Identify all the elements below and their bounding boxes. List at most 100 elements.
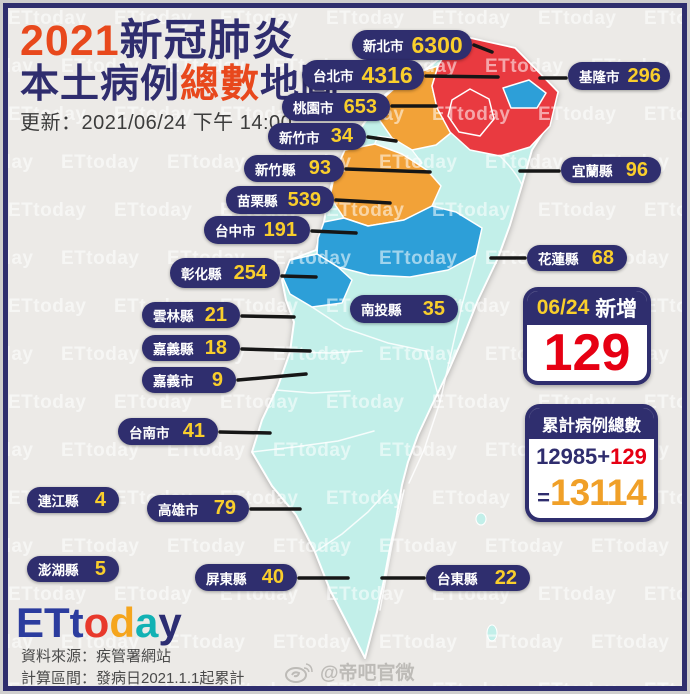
weibo-watermark: @帝吧官微 xyxy=(284,658,415,685)
update-timestamp: 更新：2021/06/24 下午 14:00 xyxy=(20,111,293,134)
region-pill: 新竹縣 93 xyxy=(244,155,344,182)
region-value: 93 xyxy=(308,157,331,179)
region-pill: 桃園市 653 xyxy=(282,93,390,121)
page-title-line1: 2021新冠肺炎 xyxy=(20,17,296,65)
region-name: 高雄市 xyxy=(158,502,199,518)
map-region-changhua xyxy=(282,253,353,308)
region-value: 21 xyxy=(204,303,227,326)
region-name: 雲林縣 xyxy=(153,309,194,324)
connector-lines xyxy=(218,43,568,580)
region-name: 嘉義市 xyxy=(153,374,194,389)
pill-connector-line xyxy=(218,430,272,435)
region-name: 彰化縣 xyxy=(181,267,222,282)
region-pill: 基隆市 296 xyxy=(568,62,670,90)
region-value: 653 xyxy=(343,95,377,118)
pill-connector-line xyxy=(344,167,432,174)
pill-connector-line xyxy=(236,372,308,382)
data-source-line: 資料來源：疾管署網站 xyxy=(21,648,172,665)
pill-connector-line xyxy=(310,229,358,235)
pill-connector-line xyxy=(366,135,398,143)
logo-letter: a xyxy=(134,599,159,646)
region-name: 基隆市 xyxy=(579,70,620,85)
region-name: 台東縣 xyxy=(437,572,478,587)
region-value: 191 xyxy=(263,218,297,241)
region-value: 22 xyxy=(494,566,517,589)
new-cases-label: 新增 xyxy=(595,298,638,321)
region-value: 68 xyxy=(591,246,614,269)
region-name: 嘉義縣 xyxy=(153,342,194,357)
region-value: 296 xyxy=(627,64,661,87)
weibo-handle: @帝吧官微 xyxy=(320,663,415,684)
cumulative-expression: 12985+129 xyxy=(536,443,647,469)
logo-letter: ETt xyxy=(16,599,84,646)
region-value: 96 xyxy=(625,158,648,181)
pill-connector-line xyxy=(334,198,392,205)
cumulative-total: =13114 xyxy=(537,471,647,513)
region-name: 屏東縣 xyxy=(206,571,247,587)
pill-connector-line xyxy=(280,274,318,279)
region-value: 9 xyxy=(211,368,223,391)
pill-connector-line xyxy=(472,43,494,54)
daily-new-cases-box: 06/24 新增 129 xyxy=(523,287,651,385)
map-county-boundaries xyxy=(251,155,523,611)
region-name: 台中市 xyxy=(215,224,256,239)
pill-connector-line xyxy=(240,347,312,353)
title-year: 2021 xyxy=(20,17,120,65)
map-island-orchid xyxy=(486,624,498,642)
pill-connector-line xyxy=(240,314,296,319)
calc-range-line: 計算區間：發病日2021.1.1起累計 xyxy=(21,669,245,687)
region-name: 苗栗縣 xyxy=(237,194,278,209)
region-pill: 屏東縣 40 xyxy=(195,564,297,591)
region-value: 254 xyxy=(233,261,267,284)
region-name: 連江縣 xyxy=(38,494,79,509)
region-pill: 新北市 6300 xyxy=(352,30,472,60)
region-value: 6300 xyxy=(411,31,463,58)
region-value: 4 xyxy=(94,488,106,511)
new-cases-value: 129 xyxy=(543,324,631,382)
region-name: 台南市 xyxy=(129,425,170,441)
region-pill: 花蓮縣 68 xyxy=(527,245,627,271)
region-value: 5 xyxy=(94,557,106,580)
region-value: 4316 xyxy=(361,61,413,88)
region-name: 南投縣 xyxy=(361,303,402,318)
region-value: 41 xyxy=(182,420,205,442)
region-name: 宜蘭縣 xyxy=(572,164,613,179)
region-value: 539 xyxy=(287,188,321,211)
region-pill: 台東縣 22 xyxy=(426,565,530,591)
region-pill: 苗栗縣 539 xyxy=(226,186,334,214)
region-pill: 台南市 41 xyxy=(118,418,218,445)
logo-letter: d xyxy=(109,599,135,646)
region-pill: 南投縣 35 xyxy=(350,295,458,323)
region-value: 34 xyxy=(330,125,353,147)
region-name: 花蓮縣 xyxy=(538,252,579,267)
daily-new-cases-header: 06/24 新增 xyxy=(527,291,647,325)
region-pill: 台北市 4316 xyxy=(302,60,424,90)
region-pill: 宜蘭縣 96 xyxy=(561,157,661,183)
source-block: 資料來源：疾管署網站 計算區間：發病日2021.1.1起累計 xyxy=(21,646,245,687)
region-name: 桃園市 xyxy=(293,101,334,116)
ettoday-logo: ETtoday xyxy=(16,602,182,644)
weibo-logo-icon xyxy=(285,662,313,683)
region-pill: 嘉義縣 18 xyxy=(142,335,240,361)
map-region-taipei xyxy=(447,88,495,137)
region-name: 台北市 xyxy=(313,69,354,84)
region-name: 澎湖縣 xyxy=(38,563,79,578)
region-pill: 雲林縣 21 xyxy=(142,302,240,328)
region-pill: 彰化縣 254 xyxy=(170,258,280,288)
region-pill: 台中市 191 xyxy=(204,216,310,244)
region-name: 新北市 xyxy=(363,39,404,54)
logo-letter: o xyxy=(83,599,110,646)
region-pill: 嘉義市 9 xyxy=(142,367,236,393)
region-value: 40 xyxy=(261,566,284,588)
region-pill: 澎湖縣 5 xyxy=(27,556,119,582)
new-cases-date: 06/24 xyxy=(536,296,590,319)
logo-letter: y xyxy=(158,599,182,646)
map-island-green xyxy=(475,512,487,526)
navy-frame: ETtoday ETtoday ETtoday ETtoday ETtoday ETtod… xyxy=(3,3,687,691)
map-region-keelung xyxy=(502,79,547,109)
cumulative-header: 累計病例總數 xyxy=(529,408,654,439)
title-block: 2021新冠肺炎 本土病例總數地圖 更新：2021/06/24 下午 14:00 xyxy=(20,18,340,134)
region-pill: 高雄市 79 xyxy=(147,495,249,522)
region-value: 18 xyxy=(204,336,227,359)
